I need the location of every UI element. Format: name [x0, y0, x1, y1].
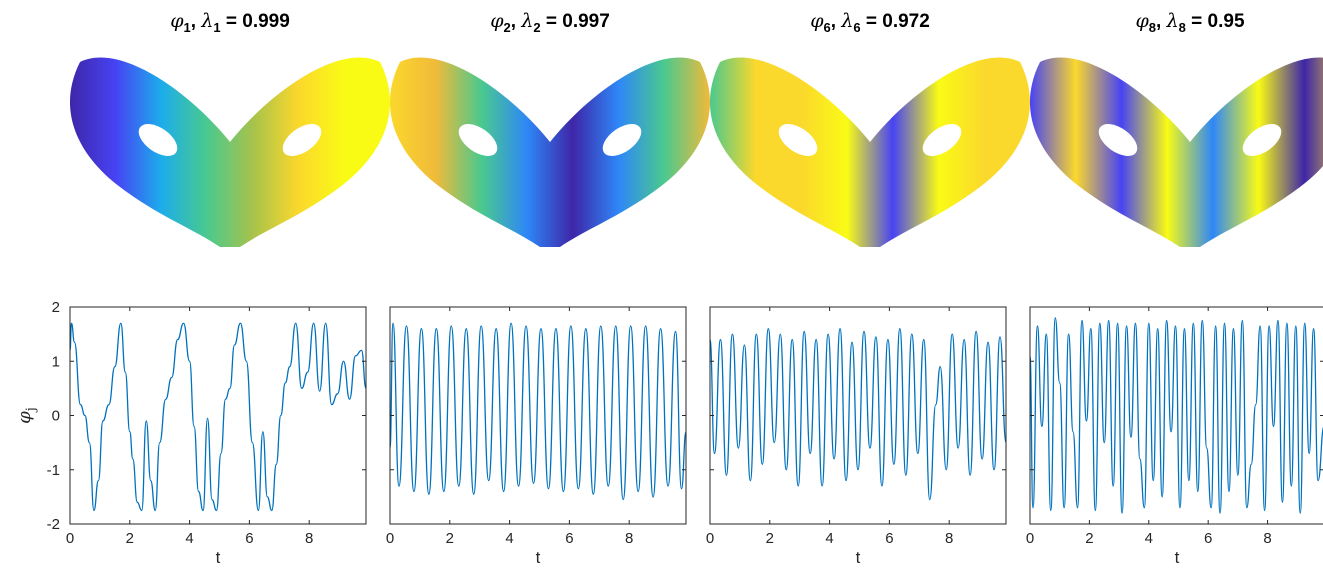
attractor-hole-right	[602, 124, 642, 156]
x-axis-label: t	[1175, 548, 1180, 567]
title-phi-subscript: 6	[824, 20, 831, 35]
title-lambda: λ	[1166, 10, 1179, 32]
attractor-2	[389, 57, 711, 247]
attractor-hole-left	[458, 124, 498, 156]
title-phi: φ	[490, 10, 504, 32]
attractor-hole-right	[282, 124, 322, 156]
attractor-hole-right	[1242, 124, 1282, 156]
x-tick-label: 4	[825, 530, 833, 547]
time-series-panel-3: 0 2 4 6 8 t	[706, 306, 1007, 567]
series-line	[70, 322, 366, 512]
attractor-title: φ8, λ8 = 0.95	[1135, 10, 1244, 35]
title-separator: ,	[1156, 11, 1167, 32]
x-axis-label: t	[536, 548, 541, 567]
title-phi: φ	[170, 10, 184, 32]
time-series-panel-2: 0 2 4 6 8 t	[386, 306, 687, 567]
y-tick-label: 0	[52, 408, 60, 425]
title-lambda-subscript: 2	[533, 20, 540, 35]
time-series-row: 0 2 4 6 8 2 1 0 -1 -2 t φj 0 2 4 6 8 t 0 2 4 6 8 t 0 2 4 6 8 t	[14, 299, 1323, 567]
title-value: = 0.95	[1186, 11, 1245, 32]
title-separator: ,	[511, 11, 522, 32]
x-tick-label: 2	[1085, 530, 1093, 547]
x-tick-label: 6	[245, 530, 253, 547]
attractor-1	[69, 57, 391, 247]
x-tick-label: 2	[126, 530, 134, 547]
time-series-panel-4: 0 2 4 6 8 t	[1026, 306, 1323, 567]
title-separator: ,	[191, 11, 202, 32]
series-line	[390, 322, 686, 501]
attractor-4	[1030, 57, 1323, 247]
x-tick-label: 0	[66, 530, 74, 547]
title-lambda: λ	[200, 10, 213, 32]
attractor-hole-right	[922, 124, 962, 156]
y-tick-label: 1	[52, 353, 60, 370]
attractor-wing-shape	[69, 57, 391, 247]
title-value: = 0.999	[221, 11, 290, 32]
x-tick-label: 0	[1026, 530, 1034, 547]
y-tick-label: -2	[47, 516, 60, 533]
y-axis-label-symbol: φ	[14, 411, 35, 424]
x-tick-label: 0	[386, 530, 394, 547]
attractor-hole-left	[138, 124, 178, 156]
x-tick-label: 0	[706, 530, 714, 547]
x-tick-label: 4	[505, 530, 513, 547]
title-value: = 0.997	[541, 11, 610, 32]
attractor-hole-left	[778, 124, 818, 156]
title-separator: ,	[831, 11, 842, 32]
title-lambda: λ	[840, 10, 853, 32]
attractor-title: φ6, λ6 = 0.972	[810, 10, 930, 35]
title-lambda-subscript: 8	[1179, 20, 1186, 35]
time-series-panel-1: 0 2 4 6 8 2 1 0 -1 -2 t φj	[14, 299, 367, 567]
y-axis-label-subscript: j	[24, 407, 39, 413]
x-tick-label: 8	[1263, 530, 1271, 547]
title-phi-subscript: 1	[184, 20, 191, 35]
series-line	[1030, 317, 1323, 514]
attractor-3	[709, 57, 1031, 247]
series-line	[710, 328, 1006, 501]
title-phi: φ	[1135, 10, 1149, 32]
title-lambda-subscript: 1	[213, 20, 220, 35]
y-axis-label: φj	[14, 407, 39, 424]
x-tick-label: 2	[766, 530, 774, 547]
title-phi-subscript: 2	[504, 20, 511, 35]
x-axis-label: t	[856, 548, 861, 567]
y-tick-label: 2	[52, 299, 60, 316]
attractor-title: φ1, λ1 = 0.999	[170, 10, 290, 35]
x-axis-label: t	[216, 548, 221, 567]
x-tick-label: 6	[565, 530, 573, 547]
title-lambda-subscript: 6	[853, 20, 860, 35]
x-tick-label: 6	[1204, 530, 1212, 547]
x-tick-label: 8	[945, 530, 953, 547]
attractor-row	[69, 57, 1323, 247]
attractor-wing-shape	[1030, 57, 1323, 247]
attractor-title: φ2, λ2 = 0.997	[490, 10, 610, 35]
x-tick-label: 4	[185, 530, 193, 547]
attractor-wing-shape	[709, 57, 1031, 247]
title-lambda: λ	[520, 10, 533, 32]
title-value: = 0.972	[861, 11, 930, 32]
plot-frame	[709, 306, 1007, 525]
x-tick-label: 6	[885, 530, 893, 547]
x-tick-label: 8	[625, 530, 633, 547]
attractor-wing-shape	[389, 57, 711, 247]
x-tick-label: 4	[1145, 530, 1153, 547]
x-tick-label: 2	[446, 530, 454, 547]
x-tick-label: 8	[305, 530, 313, 547]
attractor-hole-left	[1098, 124, 1138, 156]
attractor-titles: φ1, λ1 = 0.999 φ2, λ2 = 0.997 φ6, λ6 = 0.9…	[170, 10, 1245, 35]
y-tick-label: -1	[47, 462, 60, 479]
title-phi-subscript: 8	[1149, 20, 1156, 35]
title-phi: φ	[810, 10, 824, 32]
